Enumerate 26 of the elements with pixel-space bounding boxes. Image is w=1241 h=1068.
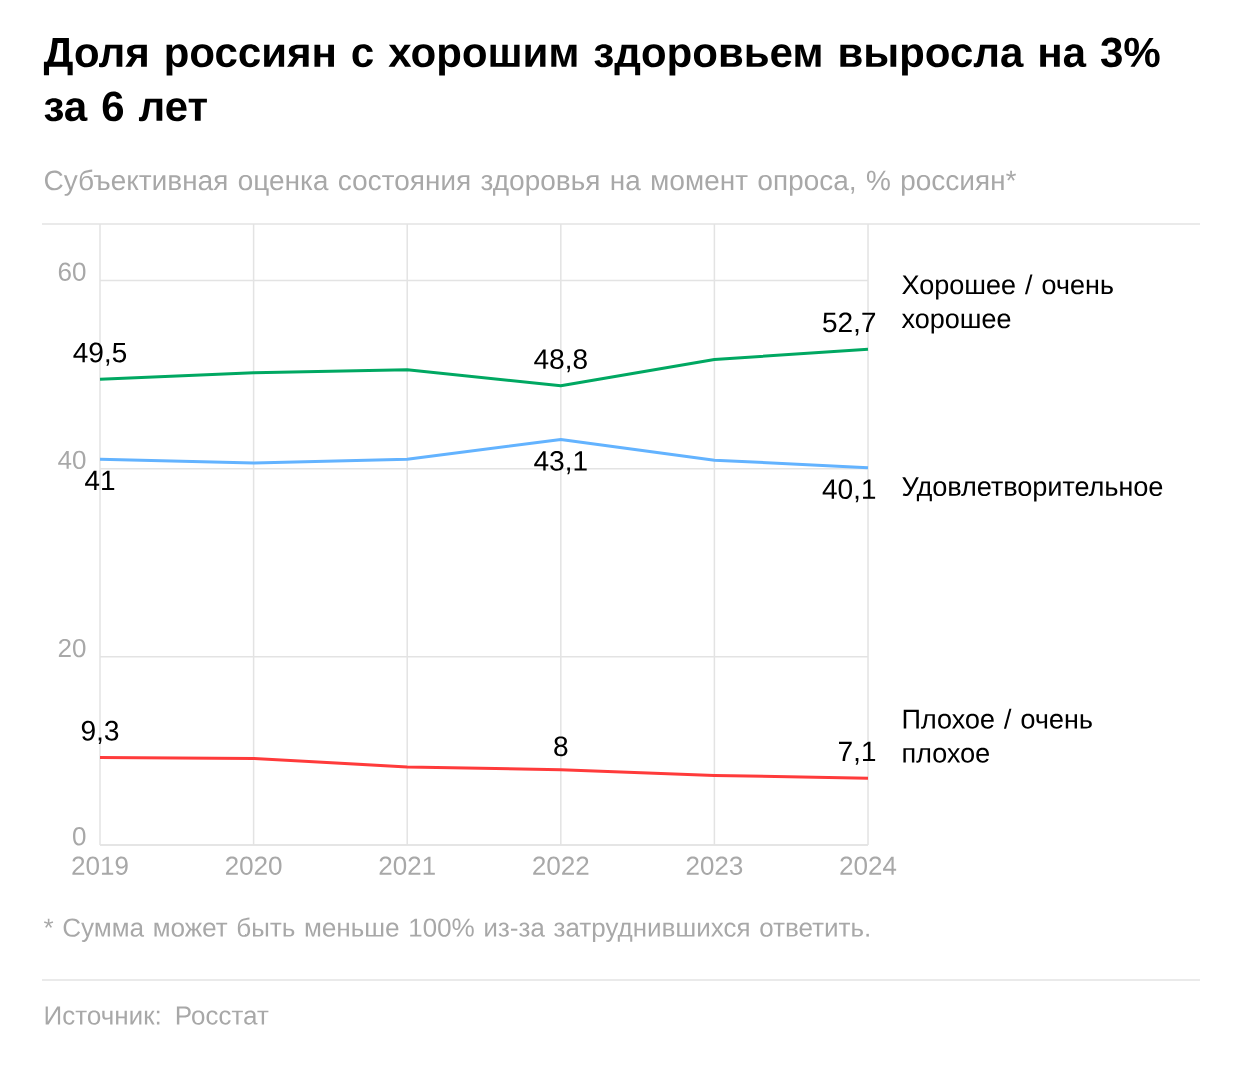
chart-subtitle: Субъективная оценка состояния здоровья на момент опроса, % россиян* [44,169,1017,196]
series-label: Хорошее / очень хорошее [901,274,1113,334]
data-label: 52,7 [823,312,876,336]
x-tick-label: 2021 [379,856,435,875]
x-tick-label: 2019 [72,856,128,875]
text: Источник: Росстат [45,1006,269,1025]
chart-title: Доля россиян с хорошим здоровьем выросла на 3% за 6 лет [43,37,1160,122]
text: * Сумма может быть меньше 100% из-за затруднившихся ответить. [43,917,869,943]
data-label: 8 [554,736,568,757]
y-tick-label: 20 [58,638,86,658]
data-label: 9,3 [81,720,119,744]
data-label: 41 [85,470,115,491]
data-label: 40,1 [822,479,876,503]
y-tick-label: 60 [58,262,86,281]
x-tick-label: 2023 [686,856,743,875]
x-tick-label: 2020 [225,856,282,875]
series-label: Плохое / очень плохое [903,708,1092,763]
data-label: 49,5 [73,342,127,366]
data-label: 43,1 [534,451,587,475]
x-tick-label: 2024 [840,856,897,875]
y-tick-label: 40 [58,450,86,470]
data-label: 7,1 [839,741,876,765]
series-label: Удовлетворительное [902,477,1163,502]
x-tick-label: 2022 [533,856,589,875]
data-label: 48,8 [534,349,587,373]
y-tick-label: 0 [73,827,86,846]
